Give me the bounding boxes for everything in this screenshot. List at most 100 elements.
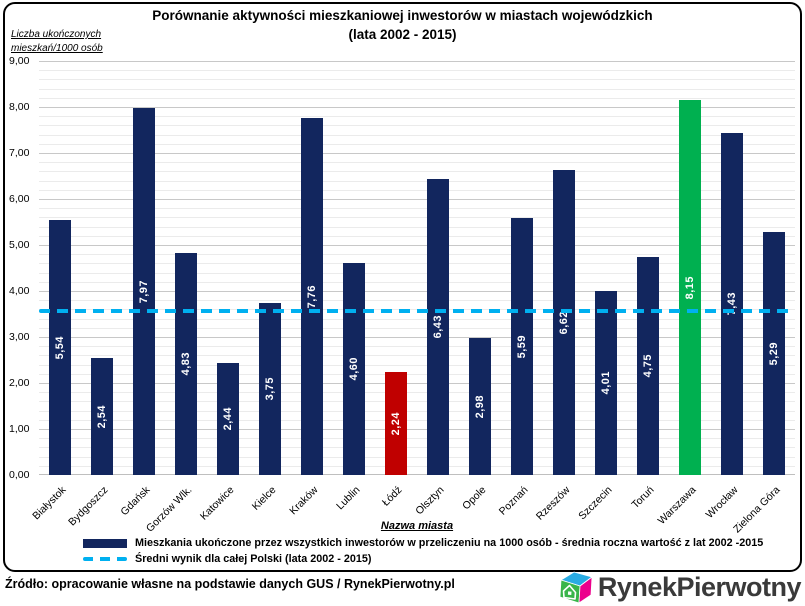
y-tick-label: 5,00 [9,239,30,251]
minor-gridline [39,88,795,90]
minor-gridline [39,401,795,403]
y-tick-label: 8,00 [9,101,30,113]
bar-kraków: 7,76 [301,118,323,475]
bar-zielona-góra: 5,29 [763,231,785,475]
logo-text: RynekPierwotny [597,572,802,602]
minor-gridline [39,79,795,81]
minor-gridline [39,456,795,458]
minor-gridline [39,125,795,127]
x-axis-title: Nazwa miasta [380,520,454,532]
legend-swatch-average [83,557,127,561]
major-gridline [39,429,795,430]
minor-gridline [39,373,795,375]
bar-value-label: 4,83 [180,352,192,376]
minor-gridline [39,364,795,366]
chart-subtitle: (lata 2002 - 2015) [348,27,457,42]
bar-toruń: 4,75 [637,256,659,475]
legend-item-bars: Mieszkania ukończone przez wszystkich in… [83,536,763,550]
average-line [39,309,795,314]
y-axis-title: Liczba ukończonych mieszkań/1000 osób [11,28,103,56]
legend-swatch-bars [83,538,127,548]
minor-gridline [39,226,795,228]
major-gridline [39,153,795,154]
bar-gorzów-wlk-: 4,83 [175,252,197,475]
bar-bydgoszcz: 2,54 [91,358,113,475]
y-axis-title-line1: Liczba ukończonych [11,29,102,40]
minor-gridline [39,392,795,394]
minor-gridline [39,438,795,440]
house-cube-icon [559,571,593,604]
bar-białystok: 5,54 [49,220,71,475]
major-gridline [39,337,795,338]
minor-gridline [39,327,795,329]
minor-gridline [39,410,795,412]
minor-gridline [39,70,795,72]
bar-łódź: 2,24 [385,371,407,475]
plot-area: 5,54 2,54 7,97 4,83 2,44 3,75 7,76 4,60 2,24 6,43… [39,61,795,475]
bar-value-label: 7,76 [306,284,318,309]
bar-value-label: 2,98 [474,394,486,419]
bar-value-label: 4,01 [600,371,612,395]
y-tick-label: 9,00 [9,55,30,67]
major-gridline [39,107,795,108]
minor-gridline [39,300,795,302]
minor-gridline [39,97,795,99]
y-axis-title-line2: mieszkań/1000 osób [11,43,103,54]
minor-gridline [39,254,795,256]
minor-gridline [39,272,795,274]
minor-gridline [39,419,795,421]
major-gridline [39,291,795,292]
y-tick-label: 4,00 [9,285,30,297]
y-tick-label: 0,00 [9,469,30,481]
minor-gridline [39,162,795,164]
minor-gridline [39,189,795,191]
minor-gridline [39,281,795,283]
bar-poznań: 5,59 [511,217,533,475]
minor-gridline [39,180,795,182]
legend-label-bars: Mieszkania ukończone przez wszystkich in… [135,537,764,549]
bar-value-label: 4,60 [348,357,360,381]
bar-katowice: 2,44 [217,362,239,475]
minor-gridline [39,134,795,136]
bar-value-label: 2,54 [96,404,108,429]
major-gridline [39,383,795,384]
chart-frame: Porównanie aktywności mieszkaniowej inwe… [3,2,802,572]
bar-warszawa: 8,15 [679,100,701,475]
major-gridline [39,245,795,246]
y-tick-label: 7,00 [9,147,30,159]
bar-szczecin: 4,01 [595,290,617,475]
minor-gridline [39,447,795,449]
bar-value-label: 5,29 [768,341,780,366]
bar-value-label: 2,44 [222,407,234,431]
bar-value-label: 5,59 [516,334,528,359]
y-tick-label: 1,00 [9,423,30,435]
minor-gridline [39,465,795,467]
bar-olsztyn: 6,43 [427,179,449,475]
bar-value-label: 8,15 [684,275,696,300]
chart-title: Porównanie aktywności mieszkaniowej inwe… [152,8,653,23]
bar-value-label: 6,62 [558,311,570,335]
bar-kielce: 3,75 [259,302,281,475]
minor-gridline [39,346,795,348]
minor-gridline [39,235,795,237]
bar-value-label: 3,75 [264,377,276,401]
bar-lublin: 4,60 [343,263,365,475]
minor-gridline [39,217,795,219]
legend-label-average: Średni wynik dla całej Polski (lata 2002… [135,553,372,565]
x-axis-line [39,474,795,475]
source-text: Źródło: opracowanie własne na podstawie … [5,577,455,591]
minor-gridline [39,318,795,320]
legend-item-average: Średni wynik dla całej Polski (lata 2002… [83,552,371,566]
logo: RynekPierwotny [557,570,802,605]
minor-gridline [39,355,795,357]
bar-wrocław: 7,43 [721,133,743,475]
minor-gridline [39,263,795,265]
y-tick-label: 3,00 [9,331,30,343]
bar-rzeszów: 6,62 [553,170,575,475]
bar-value-label: 7,97 [138,279,150,304]
bar-value-label: 6,43 [432,315,444,339]
y-tick-label: 2,00 [9,377,30,389]
minor-gridline [39,116,795,118]
y-tick-label: 6,00 [9,193,30,205]
bar-value-label: 2,24 [390,411,402,436]
